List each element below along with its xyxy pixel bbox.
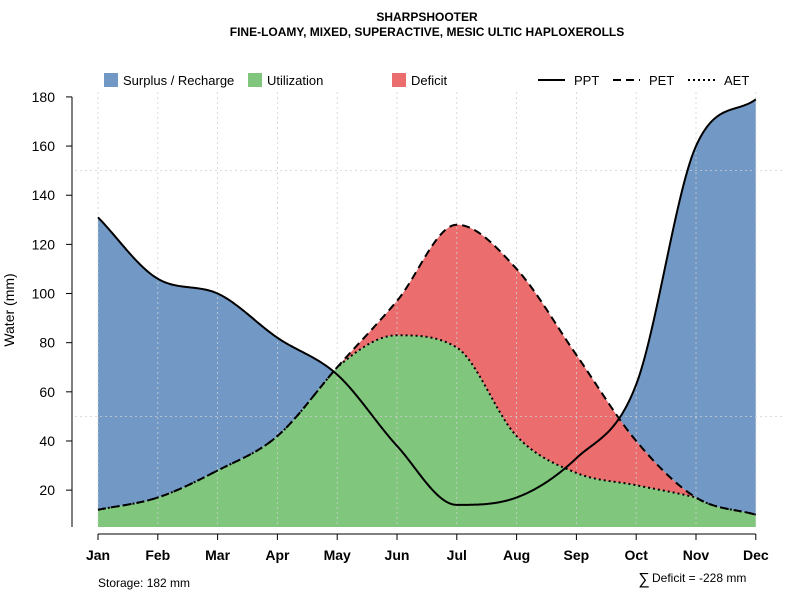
pet-line bbox=[97, 223, 757, 516]
x-tick-label: Oct bbox=[625, 547, 649, 563]
y-tick-label: 40 bbox=[39, 433, 55, 449]
utilization-area bbox=[98, 335, 756, 527]
x-tick-label: Dec bbox=[743, 547, 769, 563]
legend-label: AET bbox=[724, 73, 749, 88]
deficit-sum-symbol: ∑ bbox=[638, 571, 649, 588]
y-tick-label: 180 bbox=[32, 89, 56, 105]
deficit-area bbox=[98, 224, 756, 515]
deficit-annotation: Deficit = -228 mm bbox=[652, 571, 746, 585]
ppt-line bbox=[97, 98, 757, 506]
legend-label: Surplus / Recharge bbox=[123, 73, 234, 88]
x-tick-label: Sep bbox=[564, 547, 590, 563]
legend-label: PPT bbox=[574, 73, 599, 88]
legend-label: Deficit bbox=[411, 73, 448, 88]
y-tick-label: 60 bbox=[39, 384, 55, 400]
y-tick-label: 120 bbox=[32, 236, 56, 252]
x-tick-label: Jun bbox=[385, 547, 410, 563]
legend-label: PET bbox=[649, 73, 674, 88]
x-tick-label: Nov bbox=[683, 547, 710, 563]
x-tick-label: Mar bbox=[205, 547, 230, 563]
y-tick-label: 100 bbox=[32, 286, 56, 302]
x-tick-label: Jul bbox=[447, 547, 467, 563]
chart-title: SHARPSHOOTER bbox=[376, 10, 478, 24]
legend-label: Utilization bbox=[267, 73, 323, 88]
x-tick-label: Jan bbox=[86, 547, 110, 563]
storage-annotation: Storage: 182 mm bbox=[98, 576, 190, 590]
legend-swatch bbox=[104, 73, 118, 87]
aet-line bbox=[97, 334, 757, 516]
x-tick-label: Apr bbox=[265, 547, 290, 563]
x-tick-label: Aug bbox=[503, 547, 530, 563]
legend-swatch bbox=[248, 73, 262, 87]
x-tick-label: Feb bbox=[145, 547, 170, 563]
y-tick-label: 160 bbox=[32, 138, 56, 154]
x-tick-label: May bbox=[324, 547, 351, 563]
y-tick-label: 80 bbox=[39, 335, 55, 351]
y-axis-label: Water (mm) bbox=[1, 273, 17, 346]
y-tick-label: 20 bbox=[39, 482, 55, 498]
chart-subtitle: FINE-LOAMY, MIXED, SUPERACTIVE, MESIC UL… bbox=[230, 25, 624, 39]
legend-swatch bbox=[392, 73, 406, 87]
surplus-recharge-area bbox=[98, 99, 756, 515]
y-tick-label: 140 bbox=[32, 187, 56, 203]
